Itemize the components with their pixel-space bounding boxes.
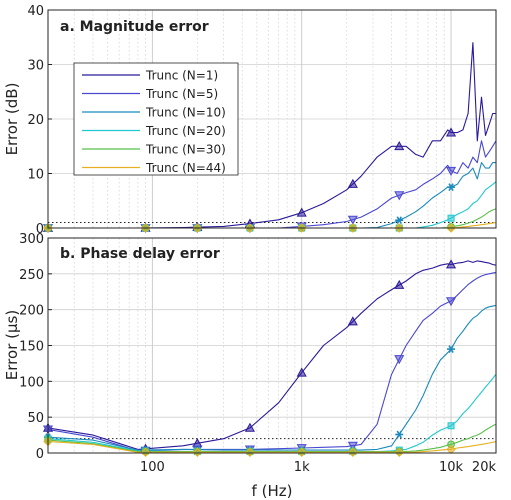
series-4-marker <box>447 214 455 222</box>
x-tick-label: 100 <box>140 460 165 475</box>
panel-b-y-axis-label: Error (μs) <box>3 310 21 380</box>
y-tick-label: 20 <box>27 113 44 128</box>
series-line-3 <box>47 304 497 451</box>
legend-label: Trunc (N=20) <box>145 124 226 138</box>
series-1-marker <box>244 422 255 432</box>
y-tick-label: 10 <box>27 168 44 183</box>
series-1-marker <box>445 259 457 269</box>
y-tick-label: 100 <box>19 375 44 390</box>
series-1-marker <box>296 207 307 217</box>
y-tick-label: 0 <box>36 447 44 462</box>
legend-label: Trunc (N=1) <box>145 69 218 83</box>
y-tick-label: 300 <box>19 232 44 247</box>
panel-a-y-axis-label: Error (dB) <box>3 83 21 156</box>
y-tick-label: 40 <box>27 4 44 19</box>
panel-b-x-axis-label: f (Hz) <box>252 482 293 500</box>
legend-entries: Trunc (N=1) Trunc (N=5) Trunc (N=10) Trunc … <box>82 69 226 175</box>
panel-b-series-lines <box>47 260 497 453</box>
series-line-2 <box>47 271 497 452</box>
panel-b-title: b. Phase delay error <box>60 246 220 262</box>
y-tick-label: 150 <box>19 340 44 355</box>
panel-b-y-ticks: 0 50 100 150 200 250 300 <box>19 232 52 462</box>
series-6-marker <box>245 447 255 457</box>
series-line-1 <box>47 260 497 450</box>
panel-b-x-ticks: 100 1k 10k 20k <box>140 460 496 475</box>
y-tick-label: 30 <box>27 59 44 74</box>
panel-b-phase-delay-error: 0 50 100 150 200 250 300 100 1k 10k 20k b. Phase … <box>3 232 497 500</box>
series-3-marker <box>395 430 404 439</box>
panel-b-grid <box>48 238 496 453</box>
series-6-marker <box>140 447 151 457</box>
series-2-marker <box>445 166 457 177</box>
series-3-marker <box>395 216 404 225</box>
series-2-marker <box>394 355 405 365</box>
series-6-marker <box>394 447 404 457</box>
series-1-marker <box>394 279 405 289</box>
legend-label: Trunc (N=44) <box>145 161 226 175</box>
legend: Trunc (N=1) Trunc (N=5) Trunc (N=10) Trunc … <box>73 62 239 176</box>
legend-label: Trunc (N=30) <box>145 143 226 157</box>
series-6-marker <box>297 447 307 457</box>
y-tick-label: 200 <box>19 304 44 319</box>
series-line-1 <box>48 42 496 229</box>
series-1-marker <box>347 316 358 326</box>
y-tick-label: 50 <box>27 411 44 426</box>
series-1-marker <box>394 141 405 151</box>
x-tick-label: 20k <box>472 460 497 475</box>
legend-label: Trunc (N=5) <box>145 87 218 101</box>
panel-a-title: a. Magnitude error <box>60 19 209 35</box>
series-6-marker <box>348 447 358 457</box>
series-1-marker <box>347 178 358 188</box>
y-tick-label: 0 <box>36 222 44 237</box>
series-line-5 <box>47 423 497 453</box>
series-4-marker <box>447 422 455 430</box>
series-2-marker <box>347 215 358 225</box>
y-tick-label: 250 <box>19 268 44 283</box>
panel-a-grid <box>48 10 496 228</box>
series-2-marker <box>394 191 405 201</box>
series-1-marker <box>296 367 307 377</box>
series-3-marker <box>447 183 456 191</box>
series-2-marker <box>445 297 457 307</box>
series-6-marker <box>192 447 203 457</box>
x-tick-label: 10k <box>439 460 464 475</box>
legend-box <box>73 62 239 176</box>
x-tick-label: 1k <box>294 460 310 475</box>
panel-a-y-ticks: 0 10 20 30 40 <box>27 4 52 237</box>
series-1-marker <box>445 127 457 137</box>
series-3-marker <box>447 345 456 353</box>
series-2-marker <box>347 441 358 451</box>
legend-label: Trunc (N=10) <box>145 106 226 120</box>
